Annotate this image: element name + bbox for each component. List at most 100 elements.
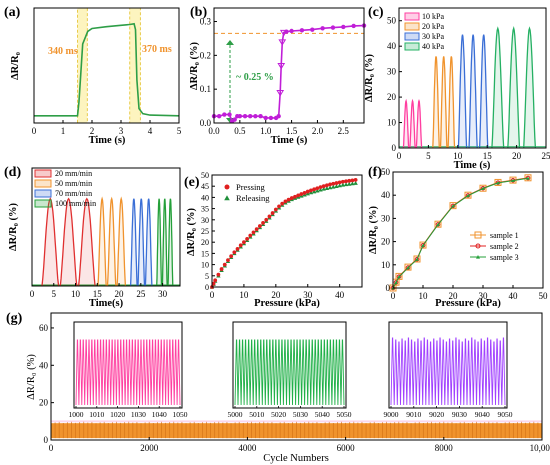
f-y-tick-label: 30 — [381, 213, 391, 223]
e-releasing-point — [321, 186, 326, 191]
b-data-point — [227, 112, 232, 117]
panel-label-f: (f) — [368, 165, 382, 180]
f-y-tick-label: 0 — [386, 283, 391, 293]
d-peak — [41, 197, 60, 287]
b-data-point — [341, 24, 346, 30]
panel-a: (a) 0 1 2 3 4 5 340 ms 370 ms Time (s) ΔR/R₀ — [4, 5, 182, 146]
e-x-tick-label: 10 — [239, 290, 249, 300]
g-inset-series — [234, 339, 345, 406]
c-x-tick-label: 5 — [426, 151, 431, 161]
a-y-label: ΔR/R₀ — [10, 52, 21, 80]
a-x-label: Time (s) — [89, 135, 126, 146]
g-x-label: Cycle Numbers — [263, 453, 329, 464]
e-pressing-point — [273, 207, 278, 212]
c-legend-label: 30 kPa — [422, 32, 444, 41]
f-sample-point — [479, 184, 487, 192]
f-x-tick-label: 50 — [539, 291, 549, 301]
e-y-tick-label: 5 — [205, 272, 209, 281]
e-pressing-point — [296, 193, 301, 198]
a-series-line — [34, 22, 180, 117]
b-data-point — [216, 114, 222, 119]
f-y-tick-label: 10 — [381, 260, 391, 270]
g-x-tick-label: 10,000 — [530, 443, 550, 453]
c-peak — [439, 56, 448, 149]
e-pressing-point — [238, 243, 243, 248]
f-sample-point — [511, 178, 515, 183]
f-plot-frame — [392, 171, 544, 289]
e-pressing-point — [219, 267, 224, 271]
e-pressing-point — [229, 254, 234, 258]
b-plot-frame — [213, 7, 365, 124]
g-x-tick-label: 6000 — [337, 443, 356, 453]
c-peak — [457, 34, 468, 149]
c-y-tick-label: 20 — [387, 92, 397, 102]
f-sample-point — [525, 175, 531, 181]
a-plot-frame — [33, 7, 180, 124]
c-peak — [478, 34, 489, 149]
e-pressing-point — [299, 192, 304, 196]
e-pressing-point — [350, 178, 355, 183]
d-peak — [59, 197, 78, 287]
f-sample-point — [435, 222, 441, 227]
e-pressing-point — [321, 184, 326, 189]
panel-label-a: (a) — [4, 5, 21, 20]
b-series-markers — [211, 23, 367, 124]
b-data-point — [310, 27, 315, 32]
f-sample-point — [419, 241, 427, 249]
e-pressing-point — [251, 230, 256, 235]
c-peak — [432, 56, 440, 149]
c-x-tick-label: 20 — [512, 151, 522, 161]
e-y-tick-label: 35 — [201, 205, 209, 214]
f-sample-point — [449, 202, 457, 210]
d-series — [32, 196, 180, 287]
g-band-top-glow — [51, 420, 542, 423]
f-sample-point — [413, 255, 421, 263]
b-x-tick-label: 2.0 — [312, 126, 324, 136]
f-sample-point — [414, 256, 420, 262]
b-data-point — [284, 29, 289, 34]
a-x-tick-label: 2 — [90, 126, 95, 136]
d-x-tick-label: 25 — [136, 289, 146, 299]
panel-label-b: (b) — [190, 5, 207, 20]
e-y-tick-label: 30 — [201, 216, 209, 225]
a-annotation-fall: 370 ms — [142, 44, 172, 55]
c-legend-swatch — [404, 42, 420, 51]
panel-g: (g) 1000 1010 1020 1030 1040 1050 5000 5010 5020… — [6, 311, 550, 464]
c-peak — [468, 34, 478, 149]
c-series — [399, 26, 546, 149]
e-pressing-point — [340, 179, 345, 184]
e-pressing-point — [216, 272, 221, 277]
c-y-tick-label: 10 — [387, 118, 397, 128]
d-x-tick-label: 15 — [93, 289, 103, 299]
e-releasing-point — [343, 182, 349, 187]
f-sample-point — [436, 222, 440, 227]
f-series — [389, 174, 532, 292]
e-pressing-point — [270, 211, 275, 215]
e-pressing-point — [347, 178, 352, 183]
c-legend-swatch — [404, 32, 420, 41]
d-legend-swatch — [34, 169, 52, 178]
e-pressing-point — [283, 199, 288, 204]
d-plot-frame — [31, 167, 181, 287]
f-x-label: Pressure (kPa) — [435, 298, 501, 309]
e-pressing-point — [242, 240, 246, 245]
e-y-tick-label: 15 — [201, 249, 209, 258]
f-sample-point — [420, 243, 426, 248]
e-pressing-point — [324, 183, 329, 188]
e-releasing-point — [347, 181, 352, 186]
e-legend-label-pressing: Pressing — [236, 182, 266, 192]
c-peak — [402, 98, 410, 149]
f-sample-point — [524, 174, 532, 182]
e-pressing-point — [309, 188, 313, 193]
b-x-label: Time (s) — [271, 135, 308, 146]
f-sample-point — [421, 243, 425, 247]
e-pressing-point — [312, 187, 317, 192]
e-pressing-point — [245, 236, 250, 241]
d-x-label: Time(s) — [89, 298, 124, 309]
d-peak — [144, 198, 153, 287]
c-legend-label: 10 kPa — [422, 12, 444, 21]
e-y-tick-label: 50 — [201, 171, 209, 180]
e-releasing-point — [340, 182, 346, 187]
g-y-tick-label: 20 — [39, 398, 49, 408]
